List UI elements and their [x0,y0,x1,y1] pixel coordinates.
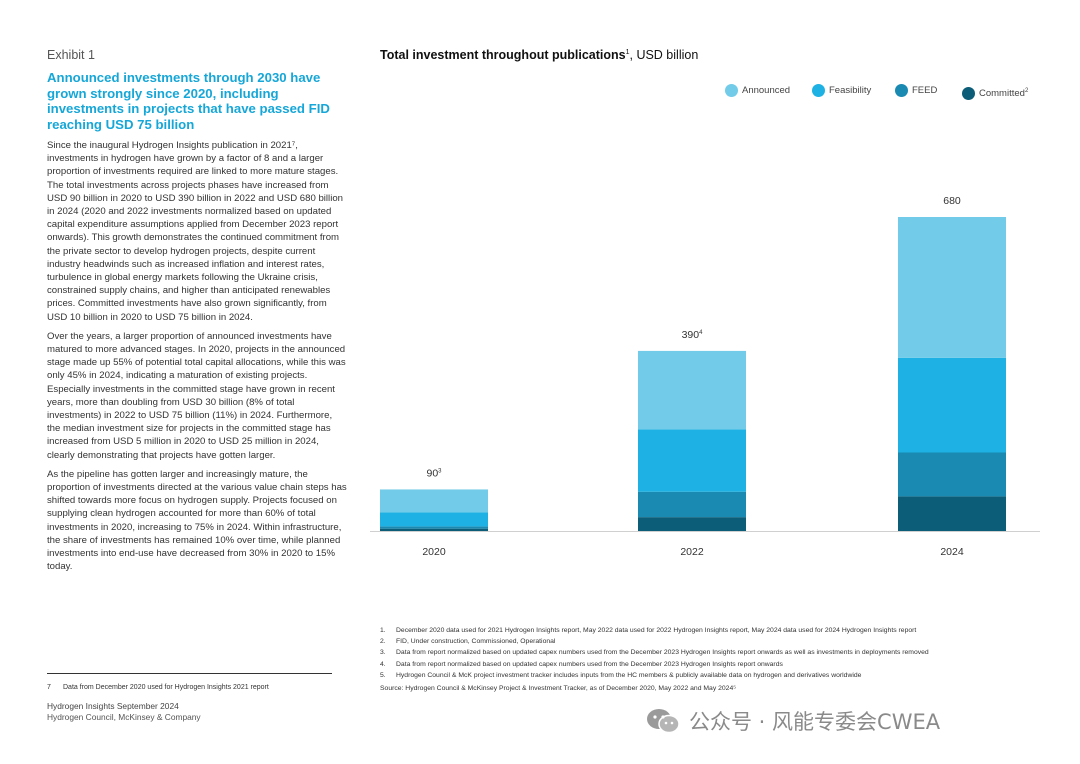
body-paragraph: Over the years, a larger proportion of a… [47,330,346,461]
bar-segment-announced-2024 [898,217,1006,358]
exhibit-headline: Announced investments through 2030 have … [47,70,330,132]
legend-label: Feasibility [829,85,872,96]
chart-title: Total investment throughout publications… [380,48,698,62]
stacked-bar-chart: 903 2020 3904 2022 680 2024 [370,195,1040,558]
footnote-row: 2. FID, Under construction, Commissioned,… [380,636,1020,647]
legend-label: Committed [979,88,1025,100]
footnote-number: 2. [380,638,386,646]
bar-segment-committed-2022 [638,517,746,531]
bar-segment-feed-2020 [380,526,488,529]
footnote-divider [47,673,332,674]
legend-swatch [812,83,825,97]
footnote-row: 3. Data from report normalized based on u… [380,647,1020,658]
bar-segment-committed-2024 [898,496,1006,531]
footnote-text: Data from report normalized based on upd… [396,649,929,657]
body-text: Since the inaugural Hydrogen Insights pu… [47,139,347,580]
footnote-number: 1. [380,627,386,634]
bar-segment-feed-2022 [638,491,746,518]
x-tick-label-2024: 2024 [940,546,964,558]
side-footnote-text: Data from December 2020 used for Hydroge… [63,684,269,691]
footnote-text: December 2020 data used for 2021 Hydroge… [396,627,917,634]
wechat-icon [645,707,681,735]
footnote-number: 5. [380,671,386,679]
bar-segment-feasibility-2024 [898,357,1006,453]
footnote-row: 1. December 2020 data used for 2021 Hydro… [380,625,1020,636]
footnote-text: Data from report normalized based on upd… [396,660,783,668]
chart-title-unit: , USD billion [629,48,699,62]
bar-segment-announced-2020 [380,489,488,513]
legend-swatch [725,83,738,97]
bar-segment-committed-2020 [380,528,488,531]
footnote-number: 4. [380,660,386,668]
footnote-row: 4. Data from report normalized based on u… [380,659,1020,670]
bar-segment-feasibility-2020 [380,512,488,527]
watermark-text: 公众号 · 风能专委会CWEA [689,710,941,734]
legend-item-committed: Committed2 [962,83,1029,101]
legend-label: FEED [912,85,938,96]
legend-item-feed: FEED [895,83,937,99]
legend-swatch [962,87,975,101]
source-line: Source: Hydrogen Council & McKinsey Proj… [380,685,737,692]
total-label-2024: 680 [943,195,961,207]
footnote-number: 3. [380,649,386,657]
bar-segment-announced-2022 [638,350,746,430]
footnote-text: Hydrogen Council & McK project investmen… [396,671,862,679]
total-label-2020: 903 [426,467,442,479]
chart-footnotes: 1. December 2020 data used for 2021 Hydro… [380,625,1020,681]
side-footnote: 7 Data from December 2020 used for Hydrog… [47,684,269,691]
chart-title-main: Total investment throughout publications [380,48,626,62]
body-paragraph: Since the inaugural Hydrogen Insights pu… [47,140,343,323]
body-paragraph: As the pipeline has gotten larger and in… [47,468,347,573]
total-label-2022: 3904 [682,329,704,341]
footer-authors: Hydrogen Council, McKinsey & Company [47,712,201,722]
bar-segment-feasibility-2022 [638,429,746,492]
x-tick-label-2022: 2022 [680,546,704,558]
legend-item-feasibility: Feasibility [812,83,871,99]
legend-item-announced: Announced [725,83,790,99]
chart-title-footnote-mark: 1 [625,48,630,56]
exhibit-label: Exhibit 1 [47,48,95,62]
x-tick-label-2020: 2020 [422,546,446,558]
legend-label: Announced [742,85,791,96]
footnote-row: 5. Hydrogen Council & McK project investm… [380,670,1020,681]
legend-footnote-mark: 2 [1024,88,1029,94]
bar-segment-feed-2024 [898,452,1006,497]
side-footnote-number: 7 [47,684,51,691]
legend-swatch [895,83,908,97]
document-footer: Hydrogen Insights September 2024 Hydroge… [47,701,201,723]
footnote-text: FID, Under construction, Commissioned, O… [396,638,556,646]
watermark: 公众号 · 风能专委会CWEA [645,705,940,737]
footer-publication: Hydrogen Insights September 2024 [47,701,179,711]
